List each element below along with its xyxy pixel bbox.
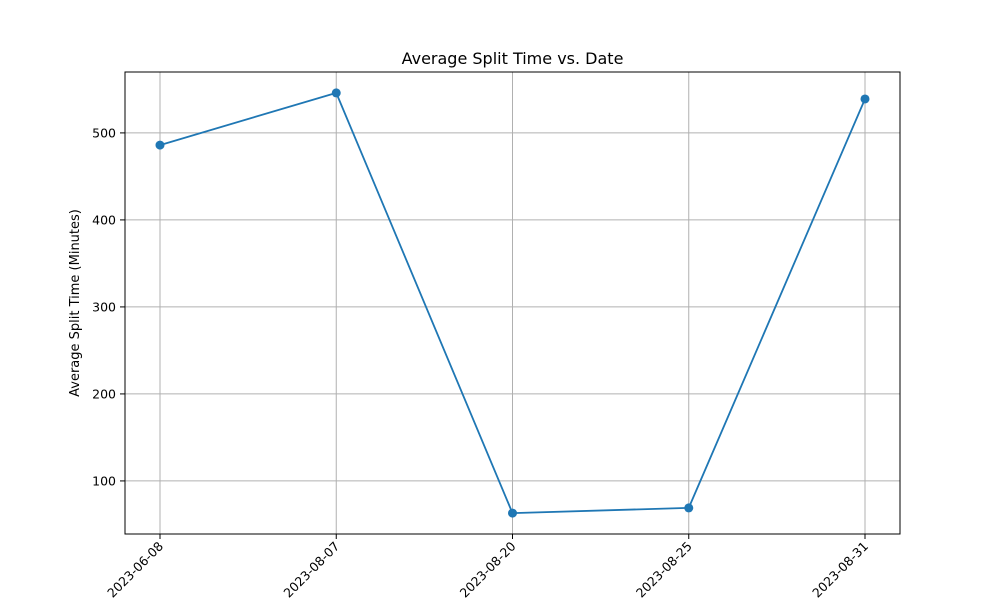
x-tick-label: 2023-08-20 [457, 538, 519, 600]
series-layer [155, 88, 870, 518]
y-tick-label: 300 [92, 299, 116, 314]
x-tick-label: 2023-06-08 [104, 538, 166, 600]
data-point-marker [331, 88, 341, 98]
grid-layer [125, 72, 900, 534]
ticks-layer: 2023-06-08 2023-08-07 2023-08-20 2023-08-25… [92, 125, 871, 600]
y-tick-label: 400 [92, 212, 116, 227]
data-point-marker [860, 94, 870, 104]
chart-title: Average Split Time vs. Date [402, 49, 624, 68]
y-tick-label: 500 [92, 125, 116, 140]
y-tick-label: 200 [92, 386, 116, 401]
x-tick-label: 2023-08-25 [633, 539, 695, 600]
data-point-marker [508, 508, 517, 518]
y-tick-label: 100 [92, 473, 116, 488]
data-point-marker [155, 140, 165, 150]
x-tick-label: 2023-08-31 [809, 539, 871, 600]
x-tick-label: 2023-08-07 [280, 539, 342, 600]
data-point-marker [684, 503, 694, 513]
y-axis-label: Average Split Time (Minutes) [68, 209, 83, 397]
